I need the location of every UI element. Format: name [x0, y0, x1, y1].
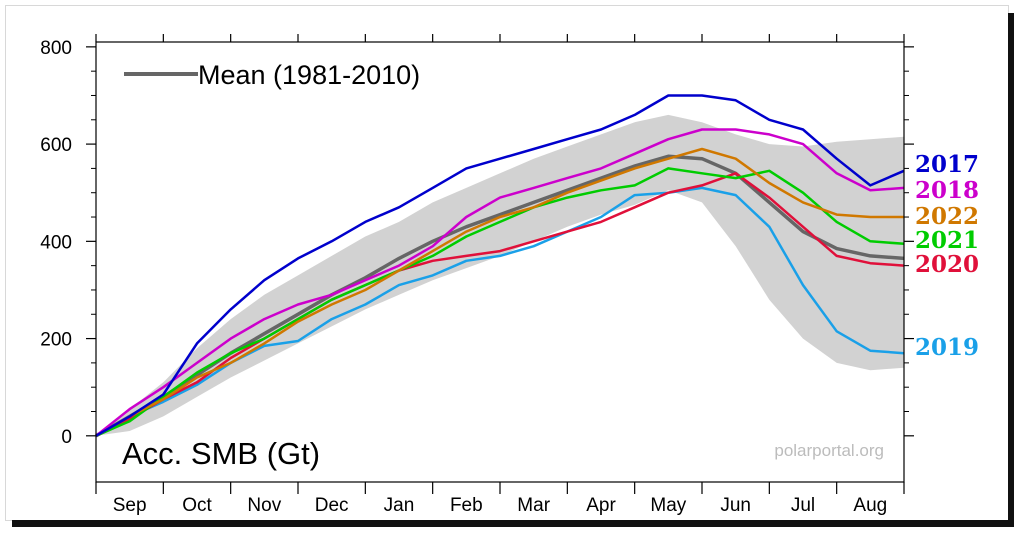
x-tick-label: Feb	[450, 495, 483, 516]
y-tick-label: 800	[40, 38, 72, 59]
y-tick-label: 0	[61, 427, 72, 448]
x-tick-label: Jun	[720, 495, 751, 516]
legend-label-2020: 2020	[915, 251, 979, 278]
chart-title: Acc. SMB (Gt)	[122, 436, 320, 471]
range-band	[96, 114, 904, 436]
x-tick-label: Oct	[182, 495, 212, 516]
x-tick-label: Aug	[853, 495, 887, 516]
legend-label-2018: 2018	[915, 177, 979, 204]
series-line-2020	[95, 172, 905, 437]
x-tick-label: Jan	[384, 495, 415, 516]
y-tick-label: 400	[40, 232, 72, 253]
chart-svg: 0 200 400 600 800 Sep Oct Nov Dec Jan Feb Mar Apr May…	[40, 34, 979, 516]
x-tick-label: Jul	[791, 495, 815, 516]
y-tick-label: 600	[40, 135, 72, 156]
legend-label-2017: 2017	[915, 151, 979, 178]
x-tick-label: Apr	[586, 495, 616, 516]
series-line-2022	[95, 147, 904, 437]
x-tick-label: Sep	[113, 495, 147, 516]
y-tick-label: 200	[40, 330, 72, 351]
mean-legend-label: Mean (1981-2010)	[198, 60, 420, 90]
legend-label-2019: 2019	[915, 334, 979, 361]
series-line-2021	[95, 167, 905, 437]
chart-frame: 0 200 400 600 800 Sep Oct Nov Dec Jan Feb Mar Apr May…	[6, 6, 1008, 520]
legend-label-2022: 2022	[915, 203, 979, 230]
legend-label-2021: 2021	[915, 227, 979, 254]
series-line-2017	[95, 94, 905, 437]
x-tick-label: Dec	[315, 495, 349, 516]
series-line-2018	[95, 128, 905, 437]
x-tick-label: Nov	[247, 495, 281, 516]
source-credit: polarportal.org	[774, 441, 884, 460]
x-tick-label: Mar	[517, 495, 550, 516]
x-tick-label: May	[650, 495, 686, 516]
